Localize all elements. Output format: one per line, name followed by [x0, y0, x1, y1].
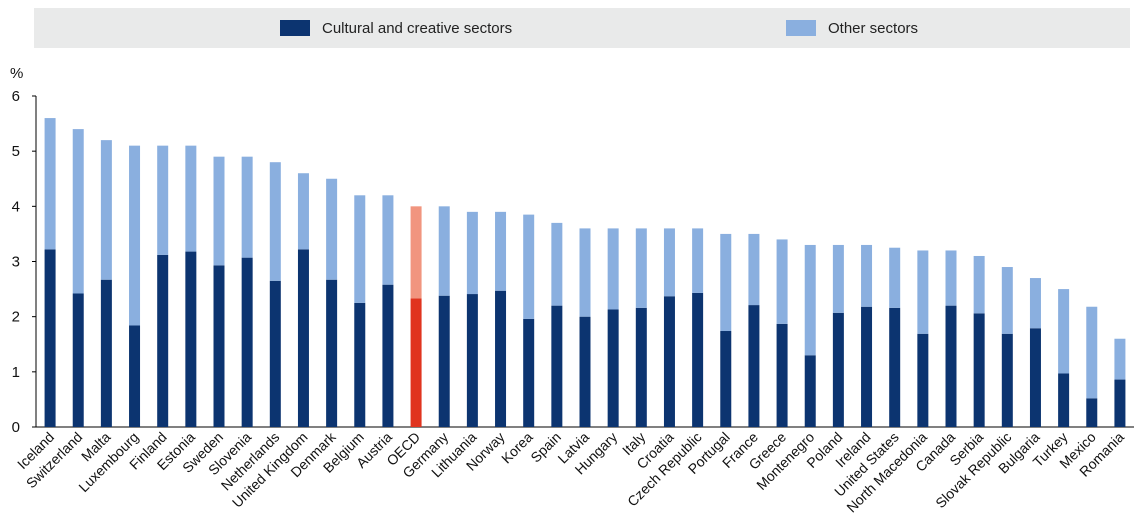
bar-cultural-creative — [44, 249, 56, 427]
bar-other-sectors — [326, 178, 338, 280]
legend-swatch-cultural — [280, 20, 310, 36]
legend-swatch-other — [786, 20, 816, 36]
bar-other-sectors — [269, 162, 281, 281]
bar-other-sectors — [100, 140, 112, 280]
bar-other-sectors — [382, 195, 394, 285]
legend-label-cultural: Cultural and creative sectors — [322, 19, 513, 37]
bar-other-sectors — [157, 145, 169, 255]
bar-other-sectors — [607, 228, 619, 310]
bar-cultural-creative — [100, 279, 112, 427]
bar-cultural-creative — [438, 295, 450, 427]
bars — [44, 118, 1126, 428]
bar-cultural-creative — [635, 307, 647, 427]
bar-cultural-creative — [1058, 373, 1070, 427]
y-tick-label: 1 — [12, 364, 20, 381]
y-axis: 0 1 2 3 4 5 6 — [12, 88, 1134, 436]
bar-other-sectors — [129, 145, 141, 326]
bar-other-sectors — [297, 173, 309, 250]
bar-cultural-creative — [269, 280, 281, 427]
bar-other-sectors — [917, 250, 929, 334]
bar-cultural-creative — [157, 254, 169, 427]
bar-cultural-creative — [720, 331, 732, 427]
y-tick-label: 0 — [12, 419, 20, 436]
bar-cultural-creative — [241, 257, 253, 427]
bar-other-sectors — [523, 214, 535, 319]
x-axis-labels: IcelandSwitzerlandMaltaLuxembourgFinland… — [14, 428, 1127, 515]
bar-cultural-creative — [551, 305, 563, 427]
bar-cultural-creative — [607, 309, 619, 427]
bar-cultural-creative — [945, 305, 957, 427]
bar-cultural-creative — [466, 294, 478, 427]
bar-cultural-creative — [663, 296, 675, 427]
bar-cultural-creative — [410, 298, 422, 427]
bar-cultural-creative — [692, 292, 704, 427]
legend-item-cultural: Cultural and creative sectors — [280, 19, 512, 37]
bar-other-sectors — [579, 228, 591, 317]
bar-cultural-creative — [776, 323, 788, 427]
bar-cultural-creative — [523, 318, 535, 427]
legend: Cultural and creative sectors Other sect… — [34, 8, 1130, 48]
bar-other-sectors — [551, 222, 563, 306]
bar-cultural-creative — [213, 265, 225, 427]
bar-cultural-creative — [495, 290, 507, 427]
bar-cultural-creative — [72, 293, 84, 427]
bar-other-sectors — [804, 244, 816, 356]
bar-other-sectors — [241, 156, 253, 258]
y-tick-label: 5 — [12, 143, 20, 160]
bar-other-sectors — [973, 255, 985, 314]
bar-other-sectors — [410, 206, 422, 299]
bar-other-sectors — [945, 250, 957, 306]
y-axis-label: % — [10, 65, 23, 82]
bar-cultural-creative — [129, 325, 141, 427]
bar-other-sectors — [1086, 306, 1098, 399]
y-tick-label: 3 — [12, 254, 20, 271]
bar-other-sectors — [213, 156, 225, 266]
bar-other-sectors — [495, 211, 507, 291]
bar-cultural-creative — [297, 249, 309, 427]
bar-cultural-creative — [889, 307, 901, 427]
bar-other-sectors — [354, 195, 366, 303]
bar-other-sectors — [44, 118, 56, 250]
bar-cultural-creative — [185, 251, 197, 427]
bar-cultural-creative — [579, 316, 591, 427]
bar-other-sectors — [72, 129, 84, 294]
bar-cultural-creative — [748, 305, 760, 427]
x-tick-label: Korea — [498, 429, 536, 467]
bar-cultural-creative — [861, 306, 873, 427]
bar-other-sectors — [1001, 267, 1013, 334]
legend-item-other: Other sectors — [786, 19, 918, 37]
bar-cultural-creative — [354, 302, 366, 428]
bar-other-sectors — [1114, 338, 1126, 380]
y-tick-label: 4 — [12, 198, 20, 215]
y-tick-label: 6 — [12, 88, 20, 105]
bar-cultural-creative — [917, 333, 929, 427]
bar-other-sectors — [776, 239, 788, 324]
bar-other-sectors — [748, 233, 760, 306]
bar-other-sectors — [635, 228, 647, 308]
bar-cultural-creative — [1114, 379, 1126, 427]
y-tick-label: 2 — [12, 309, 20, 326]
bar-other-sectors — [720, 233, 732, 332]
bar-cultural-creative — [973, 313, 985, 427]
bar-other-sectors — [692, 228, 704, 293]
bar-other-sectors — [1029, 278, 1041, 329]
bar-cultural-creative — [1086, 398, 1098, 427]
bar-other-sectors — [663, 228, 675, 297]
bar-cultural-creative — [804, 355, 816, 427]
bar-other-sectors — [832, 244, 844, 313]
legend-label-other: Other sectors — [828, 19, 919, 37]
bar-other-sectors — [1058, 289, 1070, 374]
bar-cultural-creative — [832, 312, 844, 427]
bar-cultural-creative — [1001, 333, 1013, 427]
bar-other-sectors — [438, 206, 450, 296]
bar-other-sectors — [466, 211, 478, 295]
bar-cultural-creative — [382, 284, 394, 427]
bar-cultural-creative — [326, 279, 338, 427]
bar-other-sectors — [861, 244, 873, 307]
bar-other-sectors — [185, 145, 197, 252]
bar-other-sectors — [889, 247, 901, 308]
bar-cultural-creative — [1029, 328, 1041, 427]
